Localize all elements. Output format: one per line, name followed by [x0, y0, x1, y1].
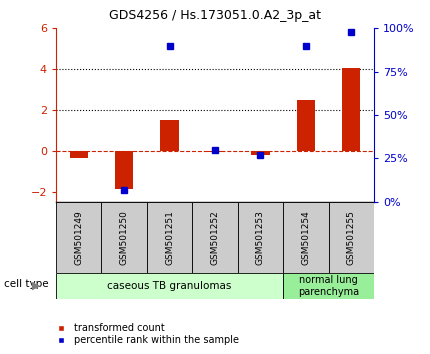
Bar [342, 68, 360, 151]
Bar [283, 202, 329, 273]
Bar [115, 151, 133, 189]
Bar [297, 100, 315, 151]
Bar [147, 202, 192, 273]
Bar [252, 151, 270, 155]
Text: GSM501250: GSM501250 [120, 210, 129, 265]
Text: normal lung
parenchyma: normal lung parenchyma [298, 275, 359, 297]
Bar [70, 151, 88, 158]
Text: caseous TB granulomas: caseous TB granulomas [108, 281, 232, 291]
Bar [206, 151, 224, 152]
Text: GDS4256 / Hs.173051.0.A2_3p_at: GDS4256 / Hs.173051.0.A2_3p_at [109, 9, 321, 22]
Legend: transformed count, percentile rank within the sample: transformed count, percentile rank withi… [48, 319, 243, 349]
Bar [56, 273, 283, 299]
Text: GSM501255: GSM501255 [347, 210, 356, 265]
Text: GSM501254: GSM501254 [301, 210, 310, 264]
Text: cell type: cell type [4, 279, 49, 289]
Text: GSM501253: GSM501253 [256, 210, 265, 265]
Bar [283, 273, 374, 299]
Bar [192, 202, 238, 273]
Text: ▶: ▶ [32, 281, 41, 291]
Text: GSM501249: GSM501249 [74, 210, 83, 264]
Bar [56, 202, 101, 273]
Bar [101, 202, 147, 273]
Bar [160, 120, 178, 151]
Bar [238, 202, 283, 273]
Text: GSM501251: GSM501251 [165, 210, 174, 265]
Bar [329, 202, 374, 273]
Text: GSM501252: GSM501252 [211, 210, 219, 264]
